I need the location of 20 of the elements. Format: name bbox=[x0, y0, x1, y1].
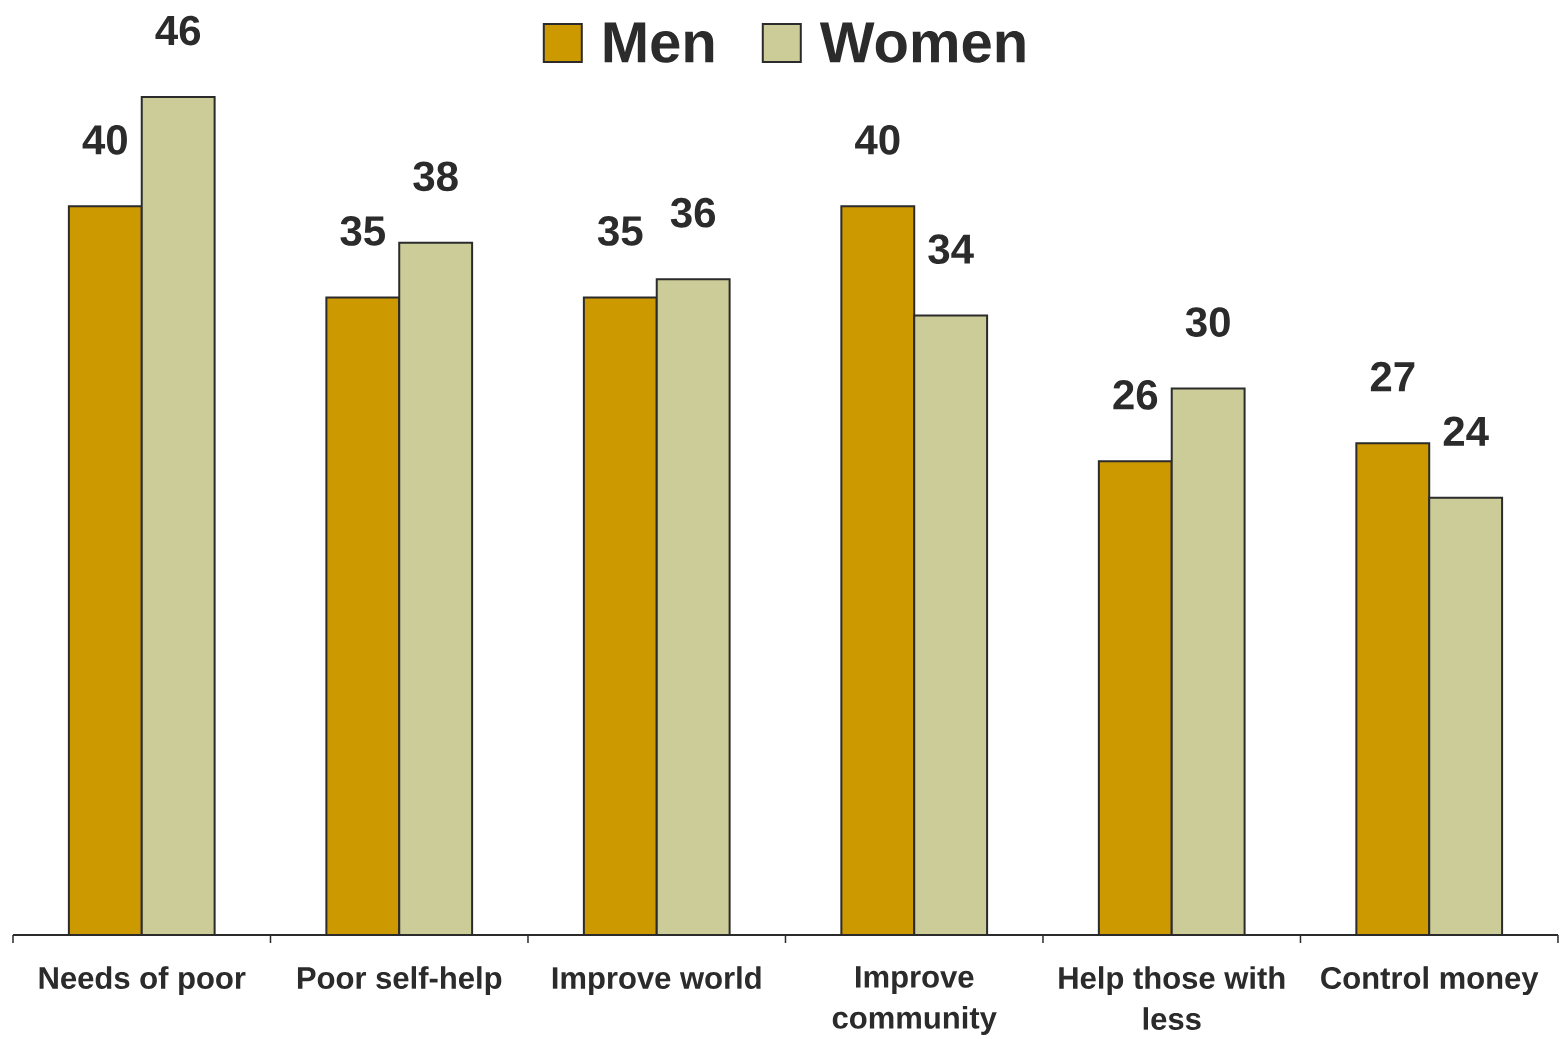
x-tick-label: Needs of poor bbox=[39, 966, 246, 996]
legend-label: Men bbox=[604, 22, 714, 63]
data-label: 40 bbox=[855, 124, 900, 155]
legend-label: Women bbox=[819, 22, 1025, 63]
data-label: 27 bbox=[1370, 361, 1415, 392]
data-label: 35 bbox=[340, 216, 385, 246]
x-tick-label: Poor self-help bbox=[297, 966, 502, 996]
data-label: 24 bbox=[1443, 416, 1489, 446]
data-label: 26 bbox=[1113, 380, 1158, 410]
x-tick-label: Improve community bbox=[832, 966, 997, 1035]
x-tick-label: Improve world bbox=[552, 966, 761, 996]
data-label: 36 bbox=[670, 197, 716, 228]
data-label: 34 bbox=[928, 234, 974, 265]
data-label: 46 bbox=[155, 15, 201, 46]
x-tick-label: Control money bbox=[1321, 966, 1539, 996]
data-label: 38 bbox=[413, 161, 458, 192]
data-label: 30 bbox=[1185, 307, 1230, 337]
data-label: 35 bbox=[597, 216, 643, 246]
x-tick-label: Help those with less bbox=[1059, 966, 1285, 1030]
data-label: 40 bbox=[82, 124, 127, 155]
